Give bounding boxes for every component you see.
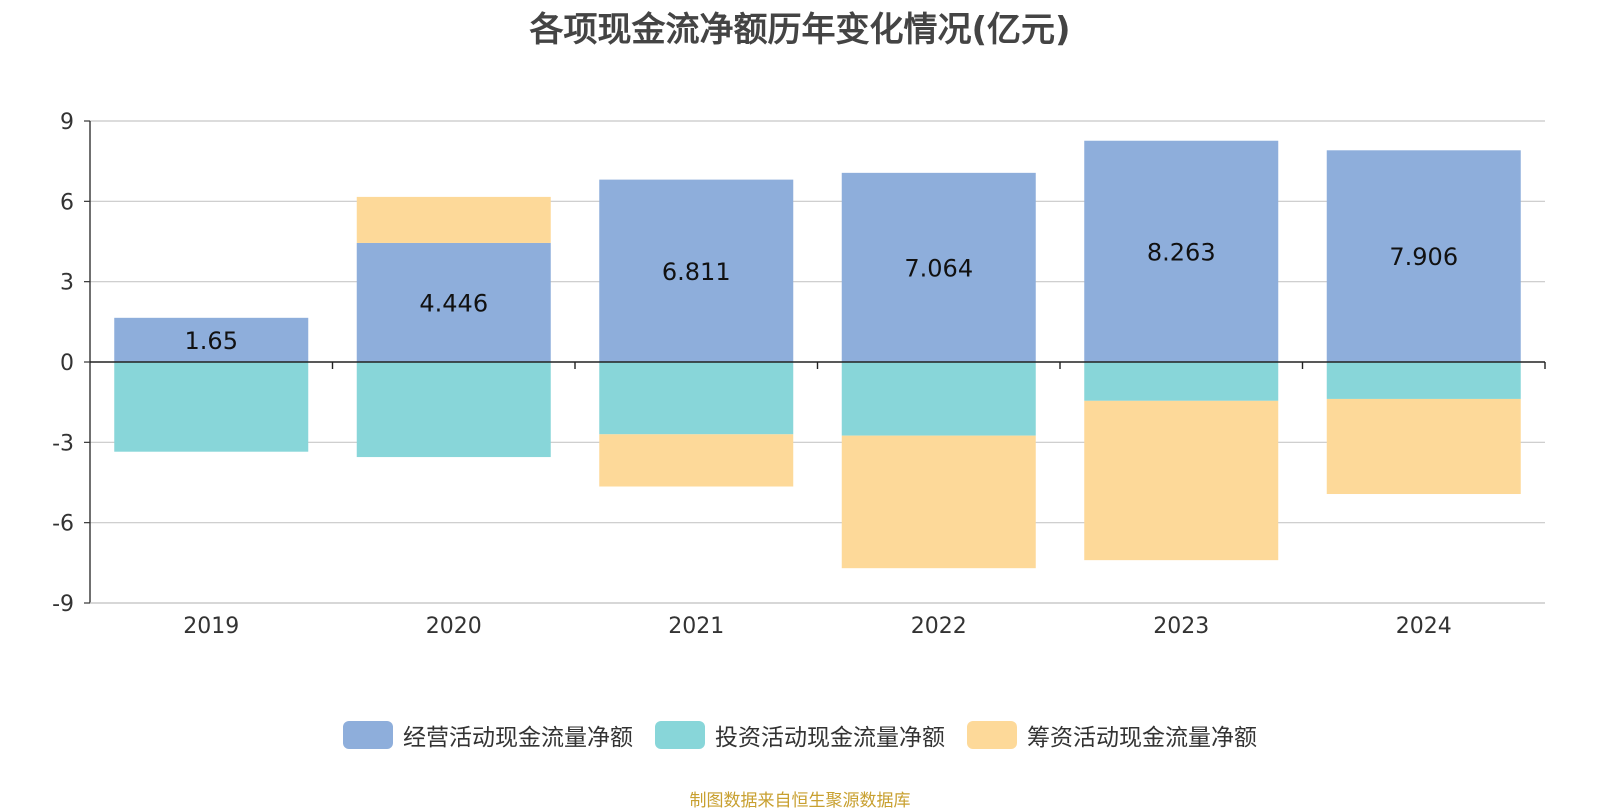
source-note: 制图数据来自恒生聚源数据库	[689, 791, 911, 811]
legend-swatch-financing	[967, 721, 1017, 749]
data-label: 6.811	[662, 258, 731, 286]
bar-2020-series-0	[356, 242, 551, 362]
bar-2023-series-2	[1084, 400, 1279, 561]
data-label: 7.906	[1389, 243, 1458, 271]
legend-label-investing: 投资活动现金流量净额	[715, 725, 945, 751]
bar-2024-series-0	[1326, 150, 1521, 362]
legend-item-financing[interactable]: 筹资活动现金流量净额	[967, 718, 1257, 752]
chart-title: 各项现金流净额历年变化情况(亿元)	[529, 10, 1071, 50]
y-tick-label: 9	[60, 110, 74, 135]
y-tick-label: -6	[52, 512, 74, 537]
bar-2024-series-1	[1326, 362, 1521, 399]
y-tick-label: 6	[60, 190, 74, 215]
x-tick-label: 2020	[426, 614, 482, 639]
legend-swatch-operating	[343, 721, 393, 749]
x-tick-label: 2021	[668, 614, 724, 639]
bar-2021-series-1	[599, 362, 794, 435]
bar-2021-series-0	[599, 179, 794, 362]
y-tick-label: -3	[52, 431, 74, 456]
y-tick-label: 3	[60, 271, 74, 296]
legend-item-investing[interactable]: 投资活动现金流量净额	[655, 718, 945, 752]
bar-2022-series-2	[841, 435, 1036, 569]
legend-item-operating[interactable]: 经营活动现金流量净额	[343, 718, 633, 752]
x-tick-label: 2024	[1396, 614, 1452, 639]
bars	[114, 140, 1521, 569]
x-tick-label: 2019	[183, 614, 239, 639]
data-label: 1.65	[185, 327, 238, 355]
bar-2024-series-2	[1326, 398, 1521, 495]
data-label: 7.064	[904, 254, 973, 282]
bar-2019-series-1	[114, 362, 309, 452]
legend-swatch-investing	[655, 721, 705, 749]
bar-2020-series-2	[356, 196, 551, 243]
data-label: 4.446	[419, 289, 488, 317]
legend-label-operating: 经营活动现金流量净额	[403, 725, 633, 751]
y-tick-label: -9	[52, 592, 74, 617]
legend-label-financing: 筹资活动现金流量净额	[1027, 725, 1257, 751]
bar-2022-series-0	[841, 172, 1036, 362]
x-tick-label: 2022	[911, 614, 967, 639]
bar-2019-series-0	[114, 317, 309, 362]
bar-2023-series-1	[1084, 362, 1279, 401]
bar-2023-series-0	[1084, 140, 1279, 362]
legend: 经营活动现金流量净额 投资活动现金流量净额 筹资活动现金流量净额	[0, 718, 1600, 752]
axes	[84, 120, 1546, 604]
bar-2021-series-2	[599, 434, 794, 487]
bar-2020-series-1	[356, 362, 551, 458]
x-tick-label: 2023	[1153, 614, 1209, 639]
y-tick-label: 0	[60, 351, 74, 376]
labels: 9 6 3 0 -3 -6 -9 1.65 2019 4.446 2020 6.811 2021 7.06…	[52, 110, 1458, 639]
chart-plot: 9 6 3 0 -3 -6 -9 1.65 2019 4.446 2020 6.811 2021 7.06…	[52, 110, 1546, 639]
data-label: 8.263	[1147, 238, 1216, 266]
bar-2022-series-1	[841, 362, 1036, 436]
